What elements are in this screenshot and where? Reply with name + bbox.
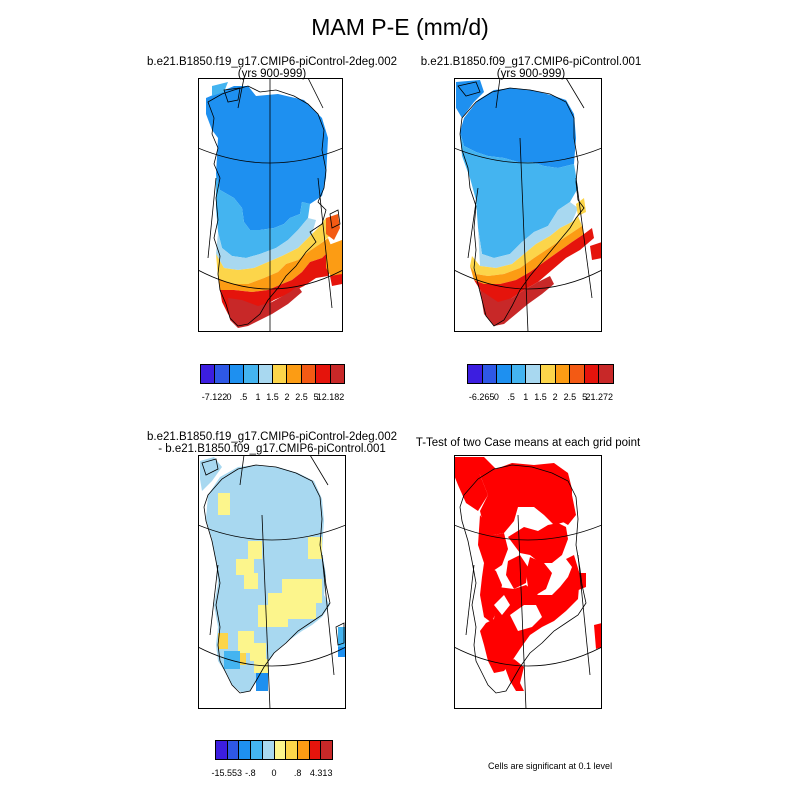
- panel1-colorbar-swatch-1: [201, 365, 216, 383]
- panel1-map: [198, 78, 343, 332]
- panel3-title: b.e21.B1850.f19_g17.CMIP6-piControl-2deg…: [122, 431, 422, 455]
- panel1-colorbar-swatch-3: [229, 365, 245, 383]
- panel3-colorbar-swatch-10: [321, 741, 333, 759]
- panel4-significance: [454, 457, 602, 691]
- panel3-colorbar: [215, 740, 333, 760]
- panel3-title-line2: - b.e21.B1850.f09_g17.CMIP6-piControl.00…: [158, 443, 386, 455]
- panel3-colorbar-tick-label: .8: [293, 768, 302, 778]
- panel1-frame: [198, 78, 343, 332]
- panel1-colorbar-swatch-6: [273, 365, 288, 383]
- panel2-colorbar-tick-label: -6.265: [468, 392, 495, 402]
- panel3-colorbar-swatch-2: [227, 741, 240, 759]
- panel1-colorbar: [200, 364, 345, 384]
- panel3-frame: [198, 455, 346, 709]
- panel2-colorbar-swatch-7: [555, 365, 571, 383]
- panel2-title-line2: (yrs 900-999): [496, 68, 566, 80]
- panel2-colorbar-swatch-2: [482, 365, 498, 383]
- panel3-colorbar-swatch-8: [297, 741, 310, 759]
- panel2-colorbar-swatch-1: [468, 365, 483, 383]
- panel2-colorbar-tick-label: 21.272: [585, 392, 614, 402]
- panel1-colorbar-tick-label: 1.5: [266, 392, 279, 402]
- panel2-colorbar-swatch-10: [599, 365, 613, 383]
- panel1-colorbar-swatch-10: [330, 365, 345, 383]
- panel3-colorbar-swatch-5: [262, 741, 275, 759]
- panel2-colorbar-swatch-6: [540, 365, 556, 383]
- panel1-title-line1: b.e21.B1850.f19_g17.CMIP6-piControl-2deg…: [147, 56, 397, 68]
- panel3-colorbar-swatch-1: [216, 741, 228, 759]
- panel3-colorbar-swatch-3: [239, 741, 252, 759]
- panel3-title-line1: b.e21.B1850.f19_g17.CMIP6-piControl-2deg…: [147, 431, 397, 443]
- panel1-colorbar-swatch-7: [287, 365, 302, 383]
- panel2-colorbar-tick-label: 0: [493, 392, 499, 402]
- panel4-coastline: [459, 464, 587, 694]
- panel2-colorbar-tick-label: 1.5: [534, 392, 547, 402]
- main-title: MAM P-E (mm/d): [311, 14, 489, 40]
- panel2-graticule: [454, 78, 602, 332]
- panel2-colorbar: [467, 364, 614, 384]
- panel1-colorbar-swatch-8: [301, 365, 317, 383]
- panel3-colorbar-tick-label: 4.313: [309, 768, 333, 778]
- panel3-field: [200, 457, 346, 693]
- panel2-field: [456, 80, 602, 326]
- panel1-colorbar-swatch-9: [316, 365, 331, 383]
- panel2-colorbar-tick-label: .5: [507, 392, 515, 402]
- panel3-colorbar-tick-label: -.8: [245, 768, 256, 778]
- panel4-map: [454, 455, 602, 709]
- panel1-colorbar-tick-label: -7.122: [201, 392, 228, 402]
- panel3-map: [198, 455, 346, 709]
- panel1-colorbar-tick-label: 0: [226, 392, 232, 402]
- panel3-colorbar-swatch-6: [274, 741, 287, 759]
- panel1-coastline: [207, 85, 341, 327]
- panel3-colorbar-swatch-7: [286, 741, 298, 759]
- panel2-colorbar-tick-label: 2: [552, 392, 558, 402]
- panel4-graticule: [454, 514, 602, 709]
- panel1-colorbar-swatch-2: [215, 365, 230, 383]
- panel3-colorbar-swatch-4: [251, 741, 263, 759]
- panel1-title-line2: (yrs 900-999): [237, 68, 307, 80]
- panel2-colorbar-tick-label: 1: [523, 392, 529, 402]
- panel3-graticule: [198, 455, 346, 709]
- panel3-colorbar-tick-label: -15.553: [211, 768, 243, 778]
- panel2-colorbar-swatch-9: [584, 365, 600, 383]
- panel1-colorbar-tick-label: 12.182: [316, 392, 345, 402]
- panel2-map: [454, 78, 602, 332]
- panel1-colorbar-tick-label: 2.5: [295, 392, 308, 402]
- panel4-note: Cells are significant at 0.1 level: [488, 761, 613, 771]
- panel2-coastline: [457, 81, 585, 327]
- panel2-colorbar-swatch-8: [570, 365, 585, 383]
- panel2-title: b.e21.B1850.f09_g17.CMIP6-piControl.001 …: [381, 56, 681, 80]
- panel1-colorbar-tick-label: .5: [239, 392, 248, 402]
- panel1-colorbar-tick-label: 2: [284, 392, 290, 402]
- panel2-colorbar-swatch-3: [497, 365, 512, 383]
- panel1-colorbar-swatch-4: [244, 365, 259, 383]
- panel4-frame: [454, 455, 602, 709]
- panel2-colorbar-swatch-5: [526, 365, 541, 383]
- panel1-title: b.e21.B1850.f19_g17.CMIP6-piControl-2deg…: [122, 56, 422, 80]
- panel3-coastline: [201, 458, 345, 694]
- panel3-colorbar-swatch-9: [309, 741, 322, 759]
- panel2-title-line1: b.e21.B1850.f09_g17.CMIP6-piControl.001: [420, 56, 642, 68]
- panel1-field: [206, 82, 342, 328]
- panel3-colorbar-tick-label: 0: [271, 768, 277, 778]
- panel4-title: T-Test of two Case means at each grid po…: [415, 437, 641, 449]
- panel2-colorbar-tick-label: 5: [582, 392, 588, 402]
- panel1-colorbar-swatch-5: [258, 365, 274, 383]
- panel2-colorbar-tick-label: 2.5: [563, 392, 577, 402]
- panel2-frame: [454, 78, 602, 332]
- panel1-graticule: [198, 78, 343, 332]
- panel2-colorbar-swatch-4: [511, 365, 527, 383]
- panel1-colorbar-tick-label: 5: [313, 392, 319, 402]
- panel1-colorbar-tick-label: 1: [255, 392, 261, 402]
